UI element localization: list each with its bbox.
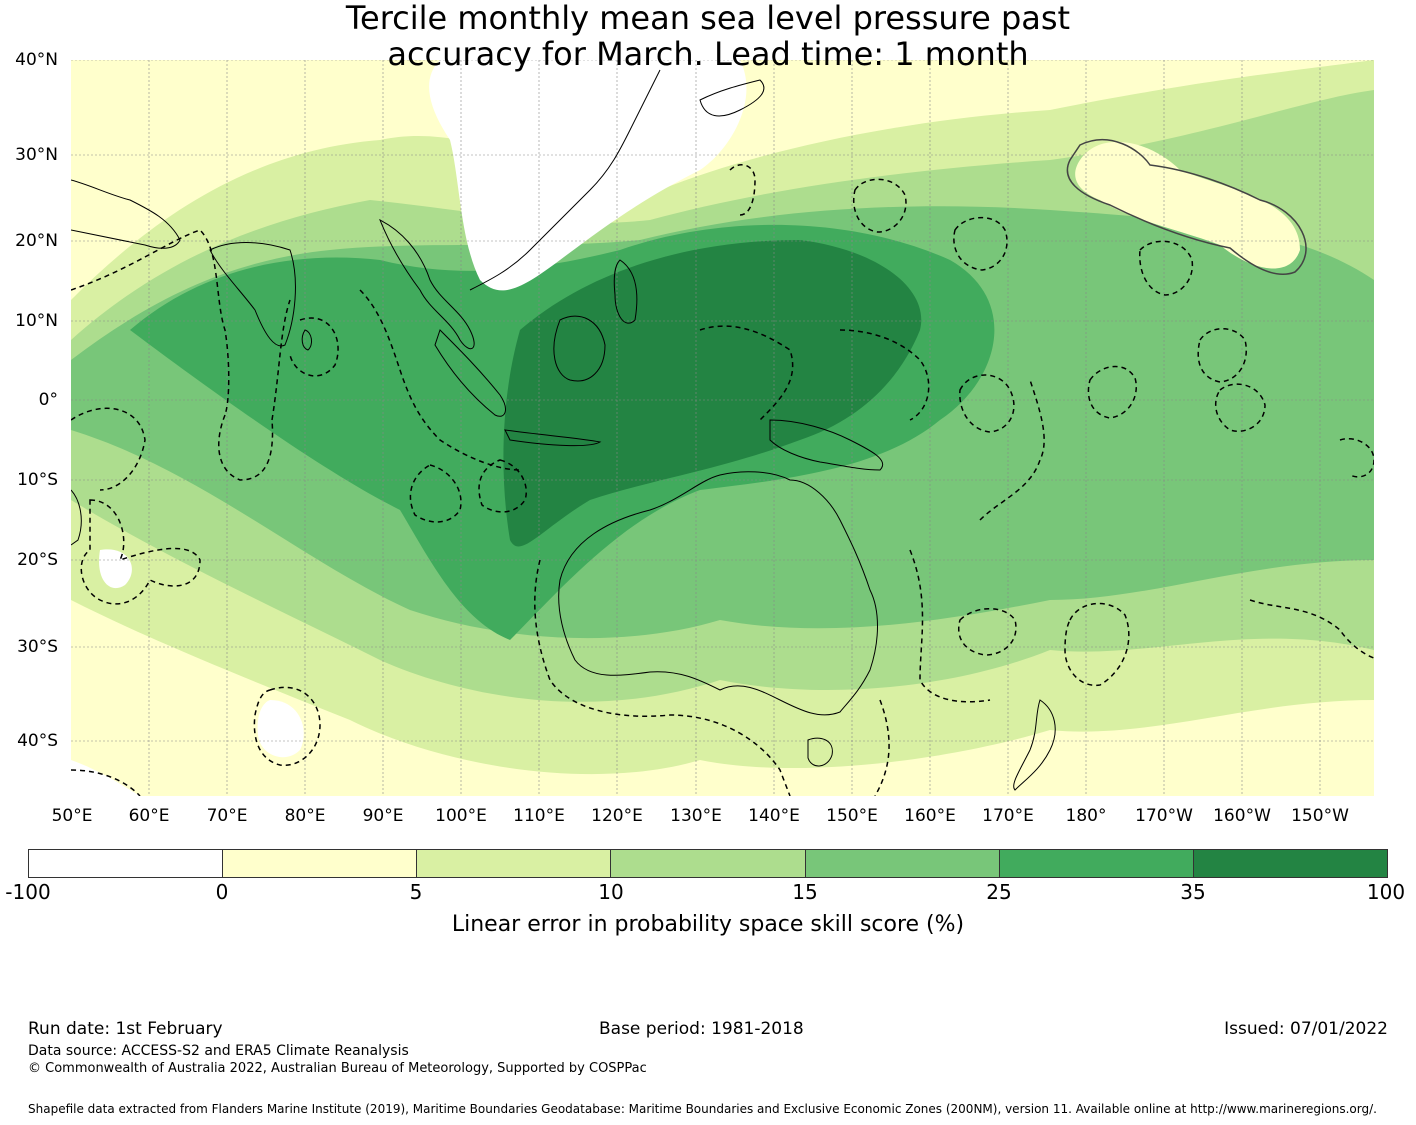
colorbar-segment xyxy=(1193,850,1387,877)
colorbar xyxy=(28,849,1388,878)
issued-date: Issued: 07/01/2022 xyxy=(1224,1019,1388,1039)
lon-label: 70°E xyxy=(206,806,248,826)
lon-label: 150°W xyxy=(1291,806,1349,826)
lon-label: 90°E xyxy=(362,806,404,826)
map-title-line2: accuracy for March. Lead time: 1 month xyxy=(387,35,1029,73)
lat-label: 0° xyxy=(38,390,58,410)
lon-label: 180° xyxy=(1065,806,1107,826)
colorbar-segment xyxy=(999,850,1194,877)
lat-label: 20°S xyxy=(17,550,58,570)
colorbar-tick-label: -100 xyxy=(5,880,51,904)
colorbar-tick-label: 10 xyxy=(598,880,624,904)
colorbar-caption: Linear error in probability space skill … xyxy=(451,912,965,937)
java-coast xyxy=(504,429,602,447)
map-title-line1: Tercile monthly mean sea level pressure … xyxy=(345,0,1071,37)
hawaii-region-outline xyxy=(1066,139,1307,275)
skill-score-map xyxy=(71,60,1374,796)
japan-coast xyxy=(699,79,765,117)
colorbar-segment xyxy=(417,850,612,877)
lon-label: 110°E xyxy=(513,806,565,826)
lon-label: 80°E xyxy=(284,806,326,826)
colorbar-segment xyxy=(611,850,806,877)
lon-label: 60°E xyxy=(128,806,170,826)
coastlines xyxy=(71,69,1056,791)
australia-coast xyxy=(558,471,878,716)
lon-label: 50°E xyxy=(51,806,93,826)
new-guinea-coast xyxy=(769,419,883,471)
lon-label: 130°E xyxy=(670,806,722,826)
base-period: Base period: 1981-2018 xyxy=(599,1019,804,1039)
copyright: © Commonwealth of Australia 2022, Austra… xyxy=(28,1061,647,1076)
colorbar-tick-label: 5 xyxy=(409,880,423,904)
colorbar-tick-label: 15 xyxy=(792,880,818,904)
data-source: Data source: ACCESS-S2 and ERA5 Climate … xyxy=(28,1043,409,1059)
colorbar-segment xyxy=(223,850,418,877)
lon-label: 140°E xyxy=(748,806,800,826)
lat-label: 10°S xyxy=(17,470,58,490)
indochina-coast xyxy=(379,218,475,350)
sumatra-coast xyxy=(434,329,506,417)
india-coast xyxy=(209,242,296,347)
colorbar-segment xyxy=(29,850,224,877)
colorbar-tick-label: 35 xyxy=(1180,880,1206,904)
china-coast xyxy=(469,69,661,291)
lon-label: 170°W xyxy=(1135,806,1193,826)
lat-label: 20°N xyxy=(15,231,58,251)
colorbar-segment xyxy=(805,850,1000,877)
shapefile-credit: Shapefile data extracted from Flanders M… xyxy=(28,1102,1377,1116)
lon-label: 150°E xyxy=(826,806,878,826)
eez-boundaries xyxy=(71,164,1374,796)
tasmania-coast xyxy=(807,737,833,767)
lon-label: 160°E xyxy=(904,806,956,826)
lon-label: 170°E xyxy=(982,806,1034,826)
run-date: Run date: 1st February xyxy=(28,1019,223,1039)
lon-label: 160°W xyxy=(1213,806,1271,826)
lat-label: 30°S xyxy=(17,637,58,657)
madagascar-coast xyxy=(71,489,82,546)
colorbar-tick-label: 100 xyxy=(1366,880,1406,904)
lon-label: 100°E xyxy=(435,806,487,826)
new-zealand-coast xyxy=(1013,699,1056,791)
lon-label: 120°E xyxy=(591,806,643,826)
lat-label: 30°N xyxy=(15,145,58,165)
skill-field-negative xyxy=(429,60,747,291)
arabia-coast xyxy=(71,179,181,249)
philippines-coast xyxy=(613,259,638,324)
lat-label: 10°N xyxy=(15,311,58,331)
lat-label: 40°S xyxy=(17,731,58,751)
lat-label: 40°N xyxy=(15,50,58,70)
colorbar-tick-label: 0 xyxy=(215,880,229,904)
map-title: Tercile monthly mean sea level pressure … xyxy=(0,0,1416,72)
colorbar-tick-label: 25 xyxy=(986,880,1012,904)
borneo-coast xyxy=(553,315,606,382)
skill-field-35-100 xyxy=(503,240,922,547)
